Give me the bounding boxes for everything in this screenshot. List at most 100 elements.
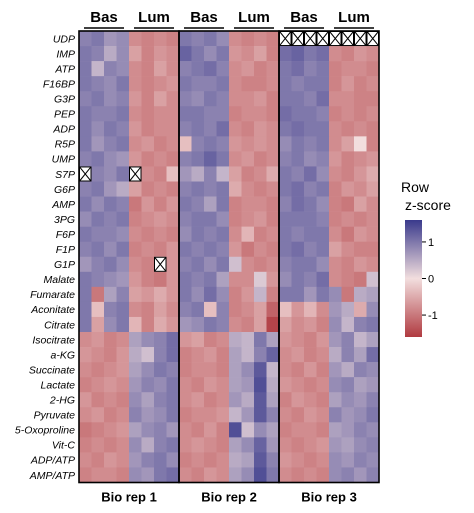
heatmap-cell [91,332,105,348]
group-label: Lum [238,9,270,26]
heatmap-cell [229,271,242,288]
heatmap-cell [354,211,367,227]
heatmap-cell [166,76,180,92]
heatmap-cell [191,332,205,348]
heatmap-cell [141,301,155,318]
row-label: ADP/ATP [30,455,75,467]
row-label: R5P [55,139,75,151]
heatmap-cell [116,166,130,182]
heatmap-cell [266,362,280,378]
heatmap-cell [329,316,342,333]
heatmap-cell [316,301,330,318]
row-label: 5-Oxoproline [15,425,75,437]
heatmap-cell [116,301,130,318]
heatmap-cell [366,286,380,303]
heatmap-cell [141,452,155,468]
row-label: AMP [51,199,75,211]
heatmap-cell [179,181,192,197]
heatmap-cell [129,211,142,227]
heatmap-cell [141,166,155,182]
heatmap-cell [216,422,230,438]
heatmap-cell [104,166,117,182]
heatmap-cell [229,91,242,107]
heatmap-cell [229,392,242,408]
heatmap-cell [216,181,230,197]
heatmap-cell [191,241,205,258]
heatmap-cell [191,121,205,137]
heatmap-cell [291,437,305,453]
heatmap-cell [204,76,217,92]
heatmap-cell [304,437,317,453]
heatmap-cell [254,362,267,378]
heatmap-cell [154,452,167,468]
heatmap-cell [166,407,180,423]
heatmap-cell [154,316,167,333]
heatmap-cell [79,151,92,167]
heatmap-cell [116,136,130,152]
heatmap-cell [241,106,255,122]
heatmap-cell [216,196,230,212]
heatmap-cell [216,46,230,62]
heatmap-cell [304,452,317,468]
heatmap-cell [266,196,280,212]
heatmap-cell [354,181,367,197]
heatmap-cell [329,377,342,393]
heatmap-cell [266,316,280,333]
heatmap-cell [129,362,142,378]
heatmap-cell [341,301,355,318]
heatmap-cell [166,166,180,182]
heatmap-cell [154,226,167,242]
row-label: ATP [54,63,75,75]
heatmap-cell [154,151,167,167]
heatmap-cell [279,407,292,423]
heatmap-cell [129,61,142,77]
heatmap-cell [204,256,217,273]
heatmap-cell [366,181,380,197]
heatmap-cell [104,407,117,423]
heatmap-cell [179,271,192,288]
heatmap-cell [279,256,292,273]
heatmap-cell [166,196,180,212]
heatmap-cell [329,181,342,197]
heatmap-cell [291,392,305,408]
heatmap-cell [366,271,380,288]
heatmap-cell [191,46,205,62]
heatmap-cell [266,61,280,77]
heatmap-cell [316,437,330,453]
heatmap-cell [304,151,317,167]
heatmap-cell [291,377,305,393]
heatmap-cell [354,46,367,62]
heatmap-cell [104,452,117,468]
heatmap-cell [291,121,305,137]
heatmap-cell [329,332,342,348]
heatmap-cell [341,166,355,182]
heatmap-cell [279,211,292,227]
heatmap-cell [79,316,92,333]
heatmap-cell [141,31,155,47]
heatmap-cell [216,271,230,288]
heatmap-cell [129,377,142,393]
heatmap-cell [366,422,380,438]
heatmap-cell [354,166,367,182]
heatmap-cell [329,347,342,363]
heatmap-cell [116,316,130,333]
heatmap-cell [79,377,92,393]
heatmap-cell [166,377,180,393]
heatmap-cell [166,301,180,318]
heatmap-cell [316,241,330,258]
heatmap-cell [179,377,192,393]
heatmap-cell [141,91,155,107]
heatmap-cell [79,76,92,92]
heatmap-cell [79,407,92,423]
heatmap-cell [179,347,192,363]
heatmap-cell [191,91,205,107]
row-label: G3P [54,94,75,106]
heatmap-cell [129,407,142,423]
heatmap-cell [366,136,380,152]
heatmap-cell [216,452,230,468]
heatmap-cell [179,316,192,333]
heatmap-cell [229,347,242,363]
heatmap-cell [79,362,92,378]
heatmap-cell [241,256,255,273]
heatmap-cell [241,407,255,423]
